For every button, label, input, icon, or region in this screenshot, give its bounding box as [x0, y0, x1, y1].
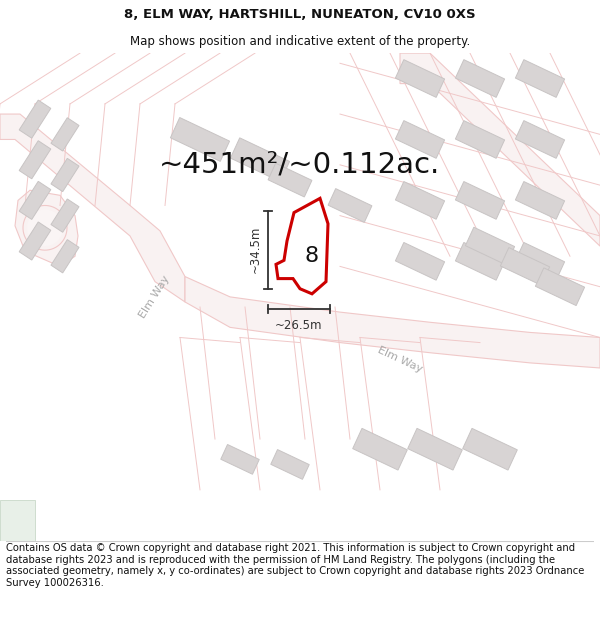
Polygon shape	[51, 118, 79, 151]
Polygon shape	[466, 228, 515, 265]
Polygon shape	[395, 181, 445, 219]
Polygon shape	[535, 268, 584, 306]
Polygon shape	[328, 189, 372, 222]
Text: 8, ELM WAY, HARTSHILL, NUNEATON, CV10 0XS: 8, ELM WAY, HARTSHILL, NUNEATON, CV10 0X…	[124, 8, 476, 21]
Polygon shape	[51, 199, 79, 232]
Polygon shape	[15, 190, 78, 266]
Polygon shape	[407, 428, 463, 470]
Text: ~26.5m: ~26.5m	[275, 319, 323, 332]
Polygon shape	[27, 209, 63, 246]
Polygon shape	[51, 158, 79, 192]
Polygon shape	[19, 100, 51, 138]
Polygon shape	[515, 121, 565, 158]
Polygon shape	[0, 500, 35, 541]
Text: 8: 8	[305, 246, 319, 266]
Polygon shape	[455, 181, 505, 219]
Text: Contains OS data © Crown copyright and database right 2021. This information is : Contains OS data © Crown copyright and d…	[6, 543, 584, 588]
Polygon shape	[515, 59, 565, 98]
Text: Elm Way: Elm Way	[138, 274, 172, 320]
Polygon shape	[170, 118, 230, 161]
Polygon shape	[0, 114, 185, 302]
Polygon shape	[515, 181, 565, 219]
Polygon shape	[276, 198, 328, 294]
Polygon shape	[515, 242, 565, 280]
Polygon shape	[19, 181, 51, 219]
Text: Elm Way: Elm Way	[376, 345, 424, 374]
Text: Map shows position and indicative extent of the property.: Map shows position and indicative extent…	[130, 35, 470, 48]
Polygon shape	[271, 449, 309, 479]
Polygon shape	[185, 276, 600, 368]
Polygon shape	[221, 444, 259, 474]
Polygon shape	[395, 59, 445, 98]
Polygon shape	[500, 248, 550, 285]
Polygon shape	[23, 206, 67, 250]
Text: ~34.5m: ~34.5m	[249, 226, 262, 273]
Polygon shape	[51, 239, 79, 273]
Polygon shape	[268, 163, 312, 197]
Polygon shape	[19, 222, 51, 260]
Polygon shape	[353, 428, 407, 470]
Polygon shape	[400, 53, 600, 246]
Polygon shape	[395, 121, 445, 158]
Text: ~451m²/~0.112ac.: ~451m²/~0.112ac.	[160, 151, 440, 179]
Polygon shape	[463, 428, 517, 470]
Polygon shape	[19, 141, 51, 179]
Polygon shape	[230, 138, 290, 182]
Polygon shape	[455, 59, 505, 98]
Polygon shape	[395, 242, 445, 280]
Polygon shape	[455, 121, 505, 158]
Polygon shape	[455, 242, 505, 280]
